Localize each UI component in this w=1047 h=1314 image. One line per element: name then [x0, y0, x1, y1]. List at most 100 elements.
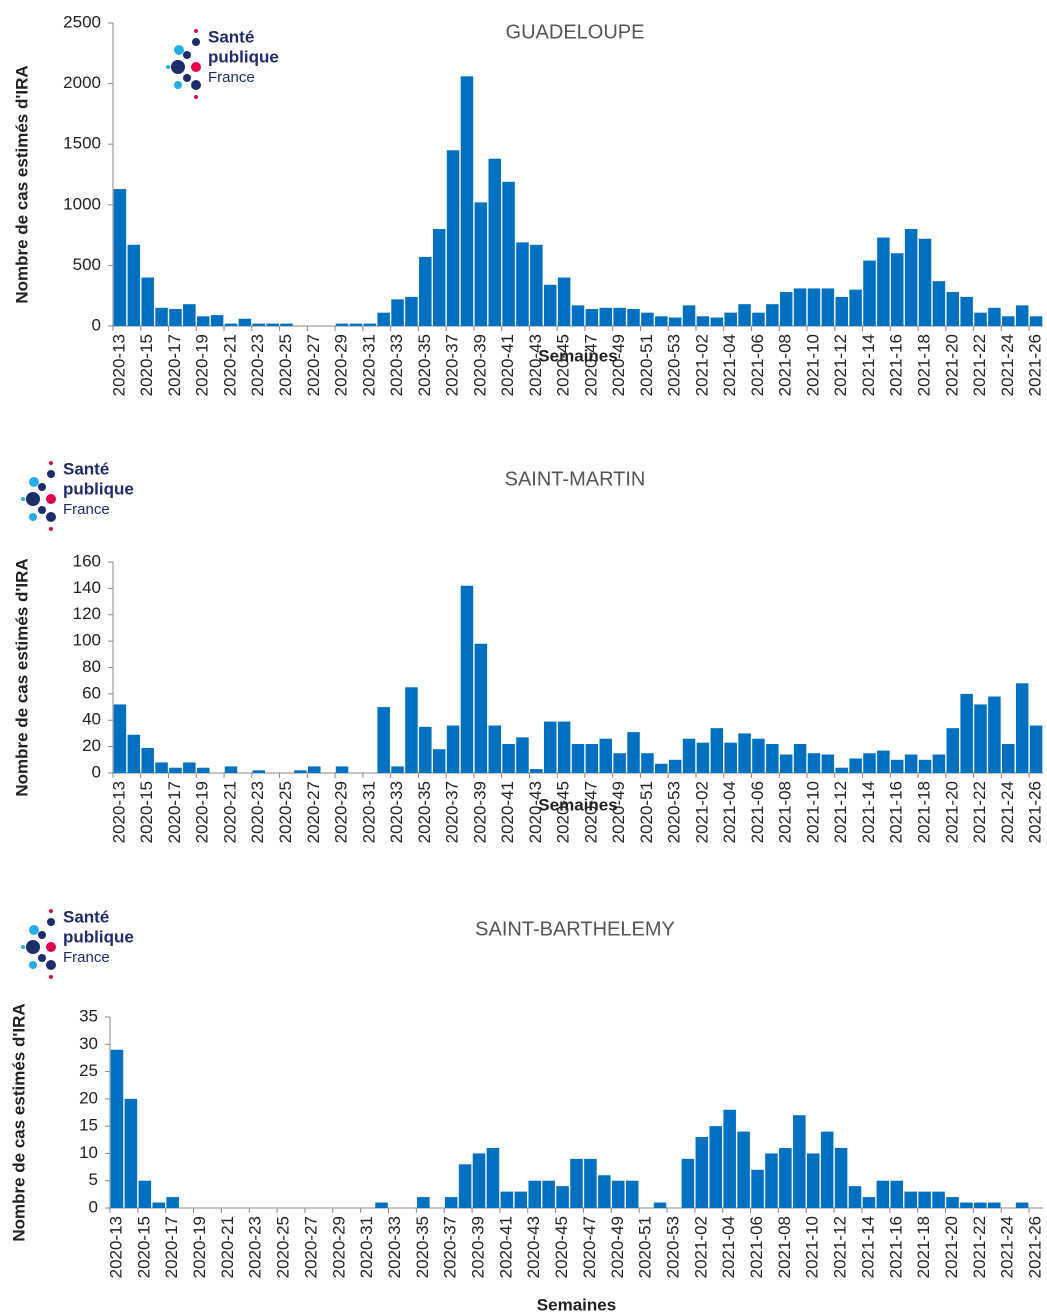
- x-tick-label: 2020-19: [193, 781, 212, 843]
- bar: [141, 277, 154, 326]
- x-tick-label: 2021-04: [720, 334, 739, 396]
- y-tick-label: 20: [79, 1088, 98, 1107]
- bar: [391, 299, 404, 326]
- bar: [862, 1197, 876, 1208]
- x-tick-label: 2020-35: [415, 781, 434, 843]
- bar: [419, 726, 432, 773]
- bar: [807, 288, 821, 326]
- bar: [793, 1115, 806, 1208]
- chart-title: GUADELOUPE: [506, 21, 645, 43]
- x-tick-label: 2021-26: [1026, 334, 1045, 396]
- x-tick-label: 2020-31: [359, 334, 378, 396]
- logo-dot: [21, 945, 25, 949]
- x-tick-label: 2021-02: [692, 334, 711, 396]
- bar: [391, 766, 404, 773]
- x-tick-label: 2020-39: [470, 781, 489, 843]
- bar: [960, 693, 973, 773]
- bar: [974, 1202, 987, 1208]
- bar: [890, 1180, 904, 1208]
- x-tick-label: 2020-13: [109, 781, 128, 843]
- bar: [710, 728, 724, 773]
- x-tick-label: 2020-29: [332, 781, 351, 843]
- y-tick-label: 500: [73, 255, 101, 274]
- x-tick-label: 2020-25: [276, 781, 295, 843]
- bar: [516, 242, 529, 326]
- bar: [570, 1158, 583, 1208]
- x-tick-label: 2020-17: [165, 781, 184, 843]
- logo-dot: [49, 461, 53, 465]
- bar: [530, 244, 543, 326]
- bar: [779, 292, 793, 326]
- bar: [641, 753, 654, 773]
- x-tick-label: 2021-08: [776, 334, 795, 396]
- bar: [974, 704, 987, 773]
- bar: [488, 158, 501, 326]
- x-tick-label: 2021-16: [887, 334, 906, 396]
- bar: [1015, 1202, 1029, 1208]
- bar: [557, 277, 571, 326]
- x-tick-label: 2020-25: [274, 1216, 293, 1278]
- bar: [155, 307, 168, 326]
- bar: [542, 1180, 555, 1208]
- bar: [1029, 316, 1043, 326]
- logo-dot: [49, 975, 53, 979]
- bar: [668, 759, 682, 773]
- bar: [904, 1191, 917, 1208]
- logo-dot: [46, 960, 56, 970]
- x-tick-label: 2021-08: [776, 781, 795, 843]
- x-tick-label: 2021-22: [970, 1216, 989, 1278]
- logo-dot: [46, 494, 56, 504]
- x-tick-label: 2020-31: [357, 1216, 376, 1278]
- bar: [752, 738, 765, 773]
- logo-dot: [38, 483, 46, 491]
- bar: [155, 762, 168, 773]
- bar: [696, 742, 710, 773]
- x-tick-label: 2020-43: [526, 334, 545, 396]
- bar: [710, 317, 724, 326]
- y-tick-label: 160: [73, 551, 101, 570]
- x-axis-title: Semaines: [538, 795, 617, 814]
- bar: [363, 323, 377, 326]
- bar: [738, 733, 751, 773]
- x-tick-label: 2020-27: [304, 334, 323, 396]
- bar: [486, 1147, 500, 1208]
- bar: [932, 1191, 945, 1208]
- x-tick-label: 2020-17: [162, 1216, 181, 1278]
- bar: [612, 1180, 625, 1208]
- x-tick-label: 2021-16: [887, 781, 906, 843]
- x-tick-label: 2020-35: [415, 334, 434, 396]
- x-tick-label: 2020-17: [165, 334, 184, 396]
- logo-dot: [29, 925, 39, 935]
- x-tick-label: 2020-33: [387, 781, 406, 843]
- x-tick-label: 2020-21: [218, 1216, 237, 1278]
- logo-dot: [194, 29, 198, 33]
- bar: [655, 316, 668, 326]
- logo-dot: [174, 81, 182, 89]
- x-tick-label: 2020-45: [554, 781, 573, 843]
- x-tick-label: 2021-14: [859, 781, 878, 843]
- bar: [444, 1197, 458, 1208]
- logo-text: Santé: [208, 27, 254, 46]
- bar: [238, 318, 252, 326]
- bar: [766, 304, 779, 326]
- bar: [474, 643, 488, 773]
- bar: [641, 312, 654, 326]
- chart-title: SAINT-BARTHELEMY: [475, 918, 675, 940]
- logo-dot: [183, 74, 191, 82]
- bar: [127, 244, 141, 326]
- x-tick-label: 2020-47: [581, 334, 600, 396]
- bar: [599, 738, 613, 773]
- bar: [988, 696, 1001, 773]
- logo-text: publique: [208, 47, 279, 66]
- x-tick-label: 2020-37: [443, 781, 462, 843]
- bar: [224, 323, 238, 326]
- bar: [779, 1147, 792, 1208]
- y-tick-label: 30: [79, 1034, 98, 1053]
- bar: [169, 309, 182, 326]
- bar: [543, 284, 557, 326]
- logo-dot: [26, 492, 40, 506]
- x-tick-label: 2020-37: [443, 334, 462, 396]
- y-tick-label: 2000: [63, 73, 101, 92]
- logo-dot: [26, 940, 40, 954]
